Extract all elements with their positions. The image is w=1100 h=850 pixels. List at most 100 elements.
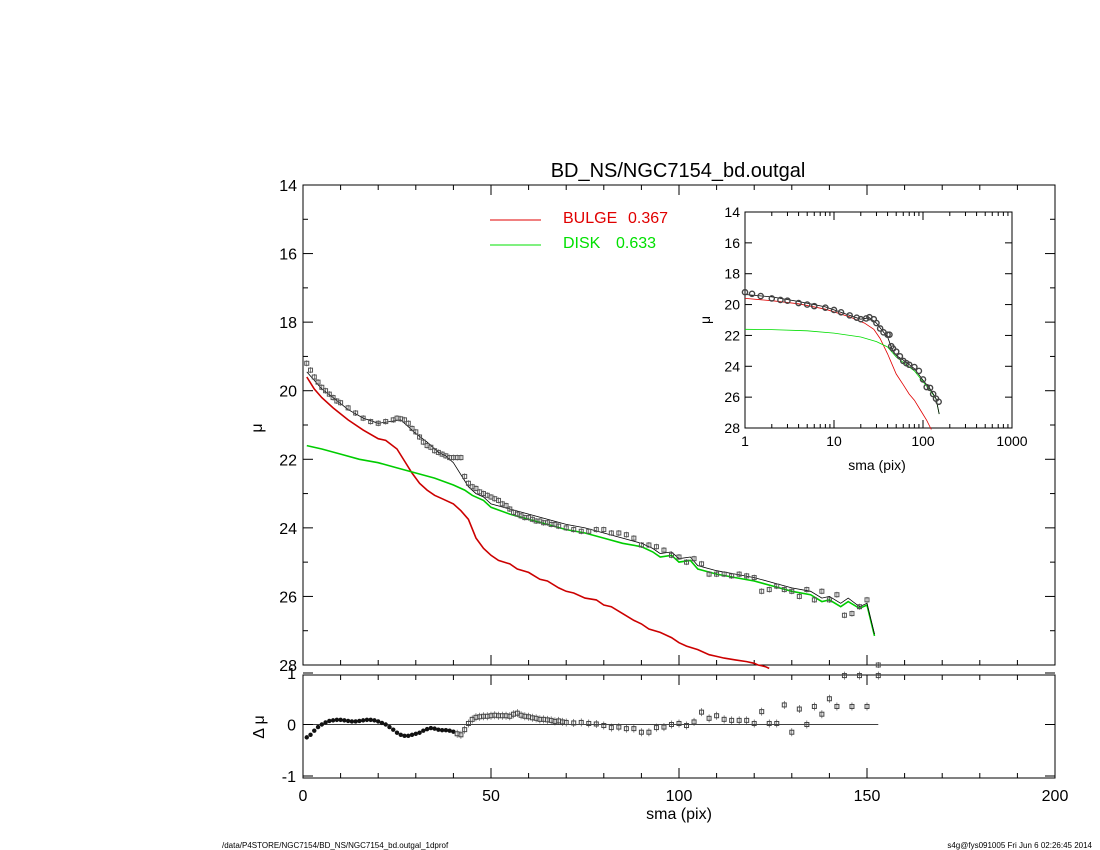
data-point xyxy=(458,455,464,461)
residual-point xyxy=(729,717,735,723)
residual-point xyxy=(864,703,870,709)
data-point xyxy=(706,571,712,577)
inset-y-tick-label: 26 xyxy=(724,389,740,405)
data-point xyxy=(503,503,509,509)
x-tick-label: 100 xyxy=(666,788,693,805)
series-line-disk xyxy=(306,444,876,637)
data-point xyxy=(864,597,870,603)
residual-point xyxy=(706,715,712,721)
data-point xyxy=(413,429,419,435)
residual-point xyxy=(668,722,674,727)
inset-y-tick-label: 16 xyxy=(724,235,740,251)
data-point xyxy=(338,400,344,406)
data-point xyxy=(319,384,325,390)
residual-point xyxy=(394,730,400,735)
inset-data-point xyxy=(873,319,880,327)
residual-point xyxy=(357,718,362,724)
residual-point xyxy=(424,726,430,732)
residual-point xyxy=(462,727,468,733)
data-point xyxy=(638,542,644,548)
residual-point xyxy=(638,729,644,735)
data-point xyxy=(834,592,840,598)
inset-data-point xyxy=(768,295,776,302)
y-tick-label: 20 xyxy=(279,384,297,401)
y-tick-label: 1 xyxy=(287,666,296,683)
data-point xyxy=(811,597,817,603)
inset-data-point xyxy=(876,325,884,332)
residual-point xyxy=(353,719,358,724)
residual-point xyxy=(623,726,629,732)
inset-data-point xyxy=(757,292,764,300)
data-point xyxy=(841,612,847,618)
data-point xyxy=(368,419,374,425)
inset-x-tick-label: 10 xyxy=(826,433,842,449)
inset-data-point xyxy=(929,390,937,398)
inset-data-point xyxy=(905,361,913,369)
data-point xyxy=(465,480,471,486)
residual-point xyxy=(774,720,780,726)
data-point xyxy=(676,554,682,560)
residual-point xyxy=(804,722,810,727)
chart-title: BD_NS/NGC7154_bd.outgal xyxy=(551,160,806,182)
x-tick-label: 200 xyxy=(1042,788,1069,805)
inset-data-point xyxy=(915,367,923,375)
residual-point xyxy=(338,717,343,723)
residual-point xyxy=(616,724,622,730)
data-point xyxy=(578,528,584,534)
residual-point xyxy=(699,709,705,715)
residual-point xyxy=(578,719,584,725)
inset-data-point xyxy=(741,288,749,296)
data-point xyxy=(462,473,468,479)
legend-bulge-value: 0.367 xyxy=(628,210,668,227)
residual-point xyxy=(342,718,347,723)
data-point xyxy=(330,395,336,401)
data-point xyxy=(875,662,881,668)
y-tick-label: 28 xyxy=(279,658,297,675)
inset-data-point xyxy=(795,299,802,307)
residual-point xyxy=(372,718,377,723)
data-point xyxy=(796,593,802,599)
residual-point xyxy=(661,724,667,730)
main-series xyxy=(304,360,881,670)
data-point xyxy=(353,410,359,416)
residual-point xyxy=(571,720,577,726)
footer-path: /data/P4STORE/NGC7154/BD_NS/NGC7154_bd.o… xyxy=(222,841,449,850)
residual-point xyxy=(443,727,449,733)
data-point xyxy=(721,571,727,577)
residual-point xyxy=(379,720,385,726)
inset-data-point xyxy=(822,304,829,311)
y-tick-label: 16 xyxy=(279,247,297,264)
residual-point xyxy=(364,717,370,723)
inset-panel: μ sma (pix) 14 16 18 20 22 24 26 281 10 100 1000 xyxy=(697,204,1028,473)
inset-data-point xyxy=(777,296,784,304)
data-point xyxy=(623,532,629,538)
residual-point xyxy=(398,732,403,737)
data-point xyxy=(375,420,381,426)
inset-data-point xyxy=(784,297,791,305)
y-tick-label: 14 xyxy=(279,178,297,195)
inset-plot-frame xyxy=(744,211,1013,429)
data-point xyxy=(751,575,757,581)
data-point xyxy=(684,559,690,565)
data-point xyxy=(729,573,735,579)
y-tick-label: 22 xyxy=(279,452,297,469)
residual-x-axis-label: sma (pix) xyxy=(646,806,712,823)
residual-point xyxy=(319,722,324,727)
data-point xyxy=(774,583,780,589)
residual-point xyxy=(451,729,456,734)
inset-ticks: 14 16 18 20 22 24 26 281 10 100 1000 xyxy=(724,204,1027,449)
inset-data-point xyxy=(748,290,756,298)
data-point xyxy=(759,588,765,594)
data-point xyxy=(856,604,862,610)
residual-point xyxy=(789,729,795,735)
data-point xyxy=(323,388,329,394)
inset-x-tick-label: 1000 xyxy=(996,433,1027,449)
residual-point xyxy=(631,726,637,732)
residual-point xyxy=(759,709,765,715)
residual-point xyxy=(447,728,452,733)
residual-point xyxy=(691,719,697,725)
residual-point xyxy=(417,730,422,735)
residual-point xyxy=(327,718,332,724)
